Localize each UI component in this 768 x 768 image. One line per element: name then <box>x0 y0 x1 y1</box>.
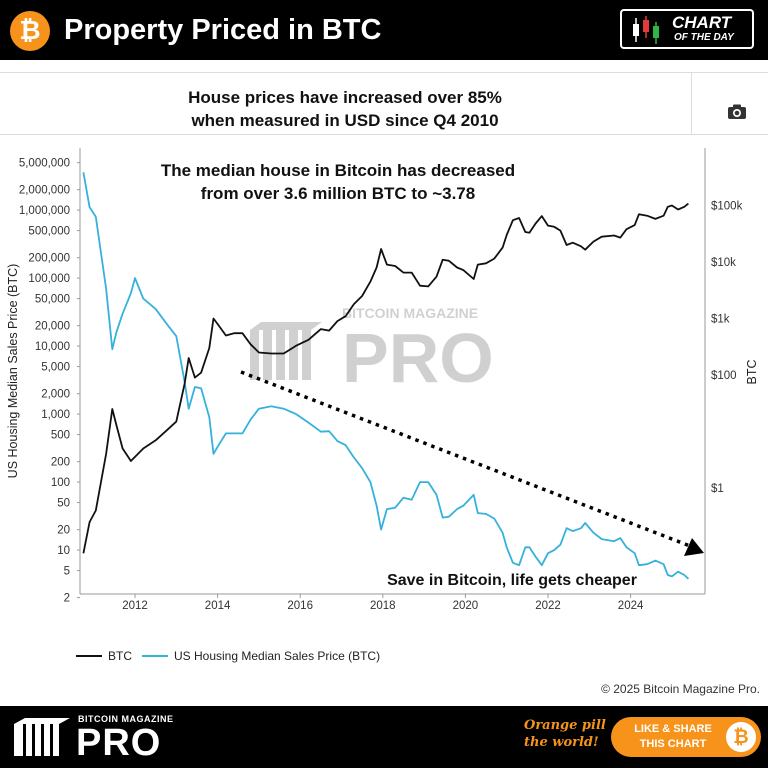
watermark-bar <box>302 330 311 380</box>
y-left-tick-label: 200 <box>51 457 70 469</box>
y-left-tick-label: 1,000 <box>41 409 70 421</box>
cta-line1: LIKE & SHARE <box>634 723 712 735</box>
watermark-bar <box>276 330 285 380</box>
y-left-tick-label: 100,000 <box>28 273 70 285</box>
bitcoin-coin-icon: ₿ <box>726 722 756 752</box>
y-left-tick-label: 20,000 <box>35 321 70 333</box>
camera-icon[interactable] <box>727 104 747 120</box>
y-left-tick-label: 50 <box>57 498 70 510</box>
footer-bar: BITCOIN MAGAZINE PRO Orange pill the wor… <box>0 706 768 768</box>
house-price-btc-line <box>82 172 690 580</box>
y-left-tick-label: 10 <box>57 545 70 557</box>
like-share-button[interactable]: LIKE & SHARE THIS CHART ₿ <box>611 717 761 757</box>
x-tick-label: 2014 <box>205 600 231 612</box>
badge-line2: OF THE DAY <box>674 32 734 43</box>
footer-brand-big: PRO <box>76 722 162 764</box>
y-right-tick-label: $1 <box>711 483 724 495</box>
watermark-cap <box>250 322 322 330</box>
badge-line1: CHART <box>672 13 732 32</box>
y-left-tick-label: 10,000 <box>35 341 70 353</box>
y-left-tick-label: 5 <box>64 566 70 578</box>
subtitle-line1: House prices have increased over 85% <box>188 88 502 107</box>
legend-label-house[interactable]: US Housing Median Sales Price (BTC) <box>174 649 381 663</box>
y-left-tick-label: 5,000,000 <box>19 158 70 170</box>
x-tick-label: 2012 <box>122 600 148 612</box>
x-tick-label: 2016 <box>287 600 313 612</box>
y-right-tick-label: $100 <box>711 370 737 382</box>
subtitle-line2: when measured in USD since Q4 2010 <box>191 111 499 130</box>
y-right-tick-label: $1k <box>711 314 730 326</box>
candlestick-icon <box>633 16 659 44</box>
btc-price-line <box>82 202 689 554</box>
y-left-tick-label: 500 <box>51 430 70 442</box>
y-left-tick-label: 2 <box>64 593 70 605</box>
footer-brand-small: BITCOIN MAGAZINE <box>78 714 174 724</box>
slogan-line2: the world! <box>524 735 599 750</box>
watermark-bar <box>289 330 298 380</box>
trend-arrow-head <box>684 538 704 556</box>
x-tick-label: 2020 <box>453 600 479 612</box>
bitcoin-magazine-logo-icon <box>14 718 70 756</box>
y-left-tick-label: 100 <box>51 477 70 489</box>
y-left-axis-label: US Housing Median Sales Price (BTC) <box>6 264 20 479</box>
legend-swatch-btc <box>76 655 102 657</box>
slogan-line1: Orange pill <box>524 718 606 733</box>
copyright: © 2025 Bitcoin Magazine Pro. <box>601 682 760 696</box>
y-left-tick-label: 20 <box>57 525 70 537</box>
watermark-small-text: BITCOIN MAGAZINE <box>342 305 478 321</box>
legend-label-btc[interactable]: BTC <box>108 649 132 663</box>
annotation-line2: from over 3.6 million BTC to ~3.78 <box>201 184 475 203</box>
divider <box>0 72 768 73</box>
watermark-big-text: PRO <box>342 319 494 397</box>
chart-of-the-day-badge: CHART OF THE DAY <box>620 9 754 49</box>
y-left-tick-label: 500,000 <box>28 226 70 238</box>
watermark-bar <box>250 330 259 380</box>
header-bar: ₿ Property Priced in BTC CHART OF THE DA… <box>0 0 768 60</box>
watermark-bar <box>263 330 272 380</box>
trend-arrow-line <box>240 370 691 548</box>
divider <box>691 73 692 134</box>
like-share-label: LIKE & SHARE THIS CHART <box>625 722 721 752</box>
cta-line2: THIS CHART <box>639 738 707 750</box>
y-left-tick-label: 1,000,000 <box>19 205 70 217</box>
x-tick-label: 2024 <box>618 600 644 612</box>
y-left-tick-label: 2,000,000 <box>19 185 70 197</box>
divider <box>0 134 768 135</box>
y-left-tick-label: 200,000 <box>28 253 70 265</box>
page-title: Property Priced in BTC <box>64 14 382 46</box>
bitcoin-logo-icon: ₿ <box>10 11 50 51</box>
y-right-axis-label: BTC <box>745 360 759 385</box>
y-left-tick-label: 2,000 <box>41 389 70 401</box>
footer-slogan: Orange pill the world! <box>524 717 616 751</box>
x-tick-label: 2018 <box>370 600 396 612</box>
chart-subtitle: House prices have increased over 85% whe… <box>0 86 690 132</box>
y-left-tick-label: 5,000 <box>41 362 70 374</box>
annotation-line1: The median house in Bitcoin has decrease… <box>161 161 515 180</box>
legend-swatch-house <box>142 655 168 657</box>
y-right-tick-label: $100k <box>711 201 743 213</box>
y-left-tick-label: 50,000 <box>35 294 70 306</box>
annotation-save-in-bitcoin: Save in Bitcoin, life gets cheaper <box>387 572 637 589</box>
x-tick-label: 2022 <box>535 600 561 612</box>
y-right-tick-label: $10k <box>711 257 736 269</box>
